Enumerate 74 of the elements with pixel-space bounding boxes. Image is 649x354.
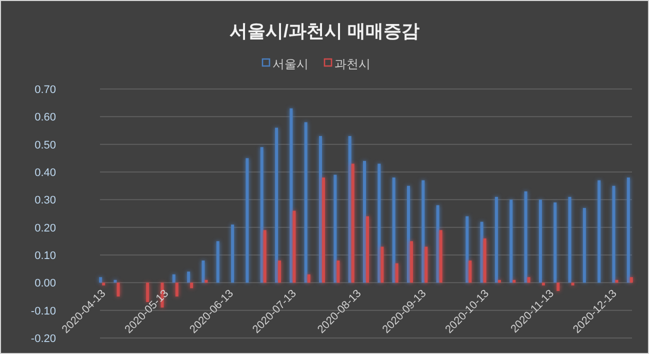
bar (231, 224, 234, 283)
y-tick-label: 0.00 (34, 278, 56, 290)
y-tick-label: 0.40 (34, 167, 56, 179)
bar (172, 274, 176, 283)
bar (554, 202, 557, 283)
bar (538, 200, 542, 283)
bar (568, 196, 572, 283)
bar (99, 277, 102, 283)
y-tick-label: -0.20 (30, 333, 56, 345)
bar (278, 260, 282, 283)
bar (216, 241, 220, 283)
bar (556, 282, 560, 291)
bar (598, 180, 601, 283)
bar (630, 277, 633, 283)
bar (626, 178, 630, 283)
bar (319, 136, 322, 283)
bar (290, 108, 293, 283)
bar (260, 147, 264, 283)
bar (307, 274, 310, 283)
bar (480, 222, 484, 283)
bar (378, 164, 381, 283)
bar (246, 158, 249, 283)
y-tick-label: 0.60 (34, 112, 56, 124)
bar (322, 178, 326, 283)
bar (468, 260, 472, 283)
bar (406, 186, 410, 283)
chart-title: 서울시/과천시 매매증감 (229, 21, 420, 41)
y-tick-label: 0.50 (34, 139, 56, 152)
bar (571, 282, 574, 286)
bar (483, 238, 486, 283)
bar (204, 280, 208, 283)
bar (351, 164, 354, 283)
bar (187, 272, 190, 283)
bar (334, 174, 337, 283)
bar (304, 122, 308, 283)
bar (263, 230, 266, 283)
bar (422, 180, 425, 283)
bar (116, 282, 120, 296)
bar (292, 210, 296, 283)
bar (424, 246, 428, 283)
bar (336, 260, 340, 283)
bar (510, 200, 513, 283)
bar (582, 208, 586, 283)
bar (380, 246, 384, 283)
bar (612, 186, 616, 283)
bar (494, 196, 498, 283)
bar (615, 280, 618, 283)
bar (524, 191, 528, 283)
bar (102, 282, 106, 286)
bar (439, 230, 442, 283)
bar (512, 280, 516, 283)
y-tick-label: -0.10 (30, 305, 56, 318)
bar (114, 280, 117, 283)
bar (436, 205, 440, 283)
bar (395, 263, 398, 283)
bar (410, 241, 413, 283)
legend-label: 과천시 (334, 57, 370, 71)
bar (175, 282, 178, 296)
bar (392, 178, 396, 283)
bar (190, 282, 194, 288)
bar (527, 277, 530, 283)
bar (363, 160, 366, 283)
bar (348, 136, 352, 283)
bar (542, 282, 545, 286)
bar (202, 260, 205, 283)
bar (275, 128, 278, 283)
bar (366, 216, 369, 283)
y-tick-label: 0.10 (34, 250, 56, 262)
legend-label: 서울시 (272, 57, 308, 71)
y-tick-label: 0.20 (34, 222, 56, 234)
bar (498, 280, 501, 283)
bar (466, 216, 469, 283)
y-tick-label: 0.70 (34, 84, 56, 96)
y-tick-label: 0.30 (34, 194, 56, 207)
